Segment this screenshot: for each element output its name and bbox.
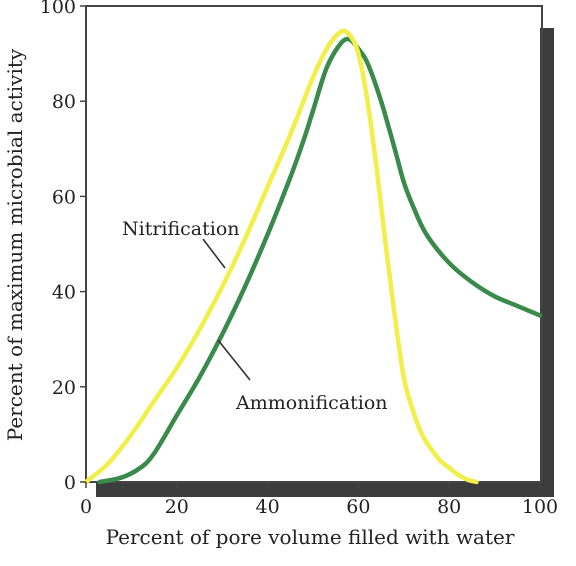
ammonification-leader-line [217, 339, 251, 381]
nitrification-line [83, 28, 479, 485]
y-tick-label: 80 [52, 91, 76, 113]
x-tick-label: 80 [437, 496, 461, 518]
ammonification-annotation: Ammonification [235, 392, 388, 414]
y-axis-title: Percent of maximum microbial activity [3, 48, 27, 441]
y-tick-label: 40 [52, 282, 76, 304]
ammonification-line [97, 36, 543, 485]
frame-shadow-right [540, 28, 554, 496]
x-tick-label: 0 [80, 496, 92, 518]
nitrification-leader-line [202, 238, 226, 269]
y-tick-label: 20 [52, 377, 76, 399]
x-tick-label: 100 [522, 496, 558, 518]
x-tick-label: 60 [346, 496, 370, 518]
x-tick-label: 40 [256, 496, 280, 518]
x-tick-label: 20 [165, 496, 189, 518]
frame-shadow-bottom [96, 482, 554, 497]
y-tick-label: 100 [40, 0, 76, 18]
x-axis-title: Percent of pore volume filled with water [106, 525, 515, 549]
y-tick-label: 0 [64, 472, 76, 494]
nitrification-annotation: Nitrification [122, 218, 240, 240]
frame-border [85, 5, 543, 483]
y-tick-label: 60 [52, 186, 76, 208]
plot-frame [85, 5, 554, 497]
